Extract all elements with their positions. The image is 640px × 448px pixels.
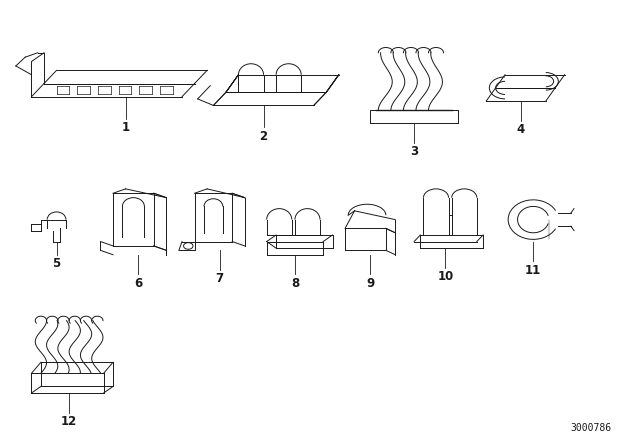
Text: 10: 10 [437,270,454,283]
Text: 1: 1 [122,121,130,134]
Text: 8: 8 [291,277,299,290]
Text: 7: 7 [216,272,224,285]
Text: 6: 6 [134,277,142,290]
Text: 12: 12 [61,415,77,428]
Text: 3: 3 [410,145,418,158]
Text: 3000786: 3000786 [570,422,612,433]
Text: 5: 5 [52,257,61,270]
Text: 11: 11 [525,263,541,276]
Text: 9: 9 [366,277,374,290]
Text: 2: 2 [259,129,268,142]
Text: 4: 4 [516,123,525,136]
